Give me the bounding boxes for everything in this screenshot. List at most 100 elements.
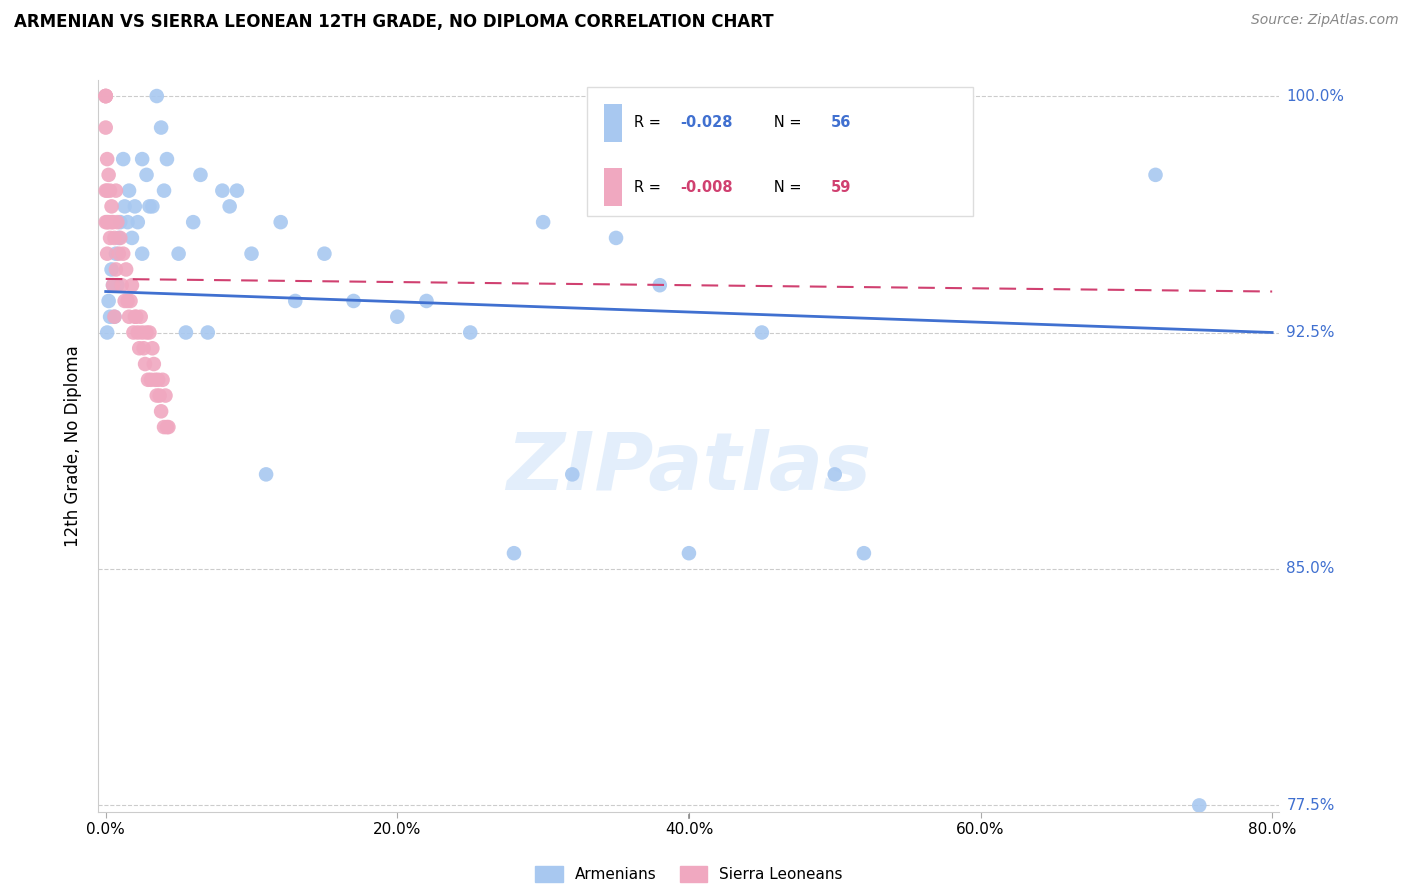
- Point: [141, 199, 163, 213]
- Point: [132, 341, 155, 355]
- Point: [139, 373, 162, 387]
- Point: [897, 184, 920, 198]
- Point: [96, 326, 118, 340]
- Point: [103, 231, 125, 245]
- Point: [104, 246, 127, 260]
- Point: [96, 246, 118, 260]
- Point: [240, 246, 263, 260]
- Point: [112, 152, 135, 166]
- Point: [153, 420, 176, 434]
- Point: [153, 184, 176, 198]
- Text: 85.0%: 85.0%: [1286, 561, 1334, 576]
- Text: 77.5%: 77.5%: [1286, 798, 1334, 813]
- Point: [94, 120, 117, 135]
- Point: [138, 199, 160, 213]
- Bar: [586, 87, 973, 216]
- Point: [190, 168, 212, 182]
- Point: [150, 404, 173, 418]
- Point: [118, 184, 141, 198]
- Point: [270, 215, 292, 229]
- Point: [122, 326, 145, 340]
- Point: [284, 293, 307, 308]
- Bar: [605, 103, 621, 142]
- Text: 92.5%: 92.5%: [1286, 325, 1334, 340]
- Point: [707, 184, 730, 198]
- Text: N =: N =: [761, 180, 807, 195]
- Point: [605, 231, 627, 245]
- Point: [824, 467, 846, 482]
- Point: [97, 215, 120, 229]
- Point: [97, 168, 120, 182]
- Legend: Armenians, Sierra Leoneans: Armenians, Sierra Leoneans: [529, 860, 849, 888]
- Point: [211, 184, 233, 198]
- Point: [108, 231, 131, 245]
- Point: [138, 326, 160, 340]
- Point: [100, 262, 122, 277]
- Point: [96, 184, 118, 198]
- Text: -0.008: -0.008: [681, 180, 733, 195]
- Point: [98, 231, 121, 245]
- Point: [135, 326, 157, 340]
- Point: [98, 310, 121, 324]
- Point: [678, 546, 700, 560]
- Point: [167, 246, 190, 260]
- Point: [135, 168, 157, 182]
- Text: R =: R =: [634, 180, 665, 195]
- Point: [136, 373, 159, 387]
- Point: [503, 546, 526, 560]
- Point: [152, 373, 174, 387]
- Point: [1188, 798, 1211, 813]
- Point: [96, 152, 118, 166]
- Y-axis label: 12th Grade, No Diploma: 12th Grade, No Diploma: [65, 345, 83, 547]
- Point: [148, 373, 170, 387]
- Text: 56: 56: [831, 115, 851, 130]
- Point: [120, 293, 142, 308]
- Text: Source: ZipAtlas.com: Source: ZipAtlas.com: [1251, 13, 1399, 28]
- Point: [94, 89, 117, 103]
- Point: [96, 215, 118, 229]
- Point: [94, 215, 117, 229]
- Point: [129, 310, 152, 324]
- Point: [157, 420, 180, 434]
- Point: [114, 199, 136, 213]
- Point: [458, 326, 481, 340]
- Point: [145, 89, 167, 103]
- Point: [125, 310, 148, 324]
- Point: [218, 199, 240, 213]
- Point: [143, 373, 166, 387]
- Point: [101, 215, 124, 229]
- Point: [104, 184, 127, 198]
- Point: [97, 293, 120, 308]
- Point: [100, 199, 122, 213]
- Point: [852, 546, 875, 560]
- Point: [415, 293, 437, 308]
- Point: [142, 357, 165, 371]
- Point: [117, 215, 139, 229]
- Point: [751, 326, 773, 340]
- Point: [94, 89, 117, 103]
- Point: [108, 246, 131, 260]
- Point: [131, 326, 153, 340]
- Point: [124, 310, 146, 324]
- Point: [103, 310, 125, 324]
- Point: [314, 246, 336, 260]
- Point: [131, 152, 153, 166]
- Point: [103, 310, 125, 324]
- Point: [105, 215, 128, 229]
- Point: [112, 246, 135, 260]
- Point: [101, 278, 124, 293]
- Point: [131, 246, 153, 260]
- Point: [531, 215, 554, 229]
- Point: [128, 341, 150, 355]
- Point: [561, 467, 583, 482]
- Point: [118, 310, 141, 324]
- Point: [254, 467, 277, 482]
- Point: [114, 293, 136, 308]
- Point: [115, 262, 138, 277]
- Point: [94, 184, 117, 198]
- Point: [150, 120, 173, 135]
- Point: [105, 278, 128, 293]
- Point: [387, 310, 409, 324]
- Text: R =: R =: [634, 115, 665, 130]
- Point: [94, 89, 117, 103]
